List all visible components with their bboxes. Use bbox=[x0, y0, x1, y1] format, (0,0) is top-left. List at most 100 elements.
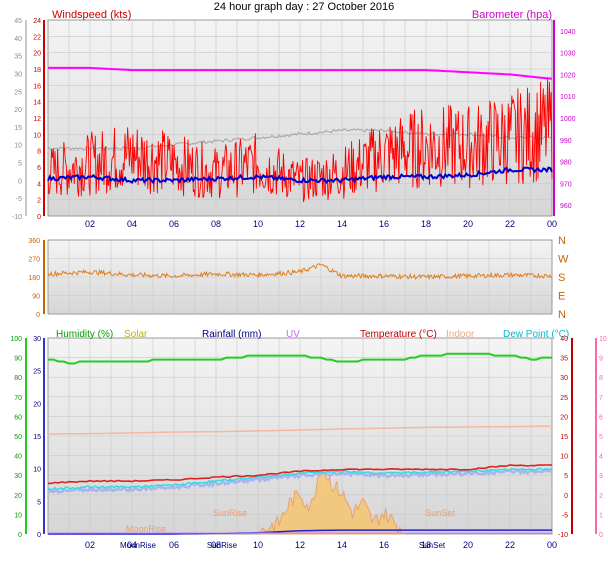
inner-y-tick: 8 bbox=[37, 149, 41, 156]
temperature-y-tick: 30 bbox=[560, 375, 568, 382]
x-tick-label: 04 bbox=[127, 219, 137, 229]
temperature-y-tick: -5 bbox=[562, 512, 568, 519]
compass-label: W bbox=[558, 254, 569, 266]
sun-moon-annotation: SunRise bbox=[213, 508, 247, 518]
x-tick-label: 16 bbox=[379, 219, 389, 229]
windspeed-label: Windspeed (kts) bbox=[52, 9, 131, 21]
dewpoint-blue-line bbox=[47, 166, 553, 185]
humidity-y-tick: 100 bbox=[10, 336, 22, 343]
outer-y-tick: 40 bbox=[14, 36, 22, 43]
uv-y-tick: 5 bbox=[599, 434, 603, 441]
x-tick-label: 20 bbox=[463, 540, 473, 550]
inner-y-tick: 2 bbox=[37, 198, 41, 205]
x-tick-label: 22 bbox=[505, 219, 515, 229]
rainfall-y-tick: 25 bbox=[33, 369, 41, 376]
inner-y-tick: 0 bbox=[37, 214, 41, 221]
outer-y-tick: 45 bbox=[14, 18, 22, 25]
uv-y-tick: 9 bbox=[599, 356, 603, 363]
barometer-label: Barometer (hpa) bbox=[472, 9, 552, 21]
panel-humidity: Humidity (%) Solar Rainfall (mm) UV Temperat… bbox=[10, 329, 607, 550]
x-tick-label: 04 bbox=[127, 540, 137, 550]
outer-y-tick: 30 bbox=[14, 71, 22, 78]
baro-y-tick: 1040 bbox=[560, 29, 576, 36]
bottom-marker: SunSet bbox=[419, 541, 446, 550]
barometer-line bbox=[48, 66, 553, 80]
x-tick-label: 02 bbox=[85, 219, 95, 229]
uv-y-tick: 10 bbox=[599, 336, 607, 343]
compass-label: E bbox=[558, 291, 565, 303]
uv-y-tick: 0 bbox=[599, 532, 603, 539]
inner-y-tick: 14 bbox=[33, 100, 41, 107]
bottom-marker: SunRise bbox=[207, 541, 238, 550]
uv-y-tick: 1 bbox=[599, 512, 603, 519]
temperature-y-tick: 15 bbox=[560, 434, 568, 441]
temperature-y-tick: 5 bbox=[564, 473, 568, 480]
uv-label: UV bbox=[286, 329, 300, 340]
x-tick-label: 20 bbox=[463, 219, 473, 229]
direction-y-tick: 360 bbox=[28, 238, 40, 245]
panel-wind: Windspeed (kts) Barometer (hpa)-10-505101… bbox=[12, 9, 576, 229]
x-tick-label: 18 bbox=[421, 540, 431, 550]
compass-label: S bbox=[558, 272, 565, 284]
baro-y-tick: 990 bbox=[560, 138, 572, 145]
inner-y-tick: 6 bbox=[37, 165, 41, 172]
outer-y-tick: -5 bbox=[16, 196, 22, 203]
outer-y-tick: -10 bbox=[12, 214, 22, 221]
humidity-y-tick: 0 bbox=[18, 532, 22, 539]
outer-y-tick: 35 bbox=[14, 54, 22, 61]
page-title: 24 hour graph day : 27 October 2016 bbox=[213, 1, 395, 13]
rainfall-y-tick: 20 bbox=[33, 401, 41, 408]
x-tick-label: 10 bbox=[253, 540, 263, 550]
x-tick-label: 16 bbox=[379, 540, 389, 550]
x-tick-label: 02 bbox=[85, 540, 95, 550]
humidity-y-tick: 60 bbox=[14, 414, 22, 421]
humidity-y-tick: 20 bbox=[14, 493, 22, 500]
humidity-y-tick: 80 bbox=[14, 375, 22, 382]
wind-direction-line bbox=[47, 263, 553, 281]
inner-y-tick: 20 bbox=[33, 51, 41, 58]
outer-y-tick: 10 bbox=[14, 143, 22, 150]
outer-y-tick: 15 bbox=[14, 125, 22, 132]
rainfall-label: Rainfall (mm) bbox=[202, 329, 261, 340]
x-tick-label: 14 bbox=[337, 219, 347, 229]
baro-y-tick: 970 bbox=[560, 181, 572, 188]
rainfall-line bbox=[48, 529, 552, 535]
x-tick-label: 06 bbox=[169, 540, 179, 550]
uv-y-tick: 4 bbox=[599, 454, 603, 461]
baro-y-tick: 960 bbox=[560, 203, 572, 210]
rainfall-y-tick: 10 bbox=[33, 467, 41, 474]
windspeed-line bbox=[47, 78, 553, 202]
dewpoint-label: Dew Point (°C) bbox=[503, 329, 569, 340]
baro-y-tick: 980 bbox=[560, 160, 572, 167]
humidity-y-tick: 30 bbox=[14, 473, 22, 480]
rainfall-y-tick: 0 bbox=[37, 532, 41, 539]
x-tick-label: 12 bbox=[295, 219, 305, 229]
uv-y-tick: 8 bbox=[599, 375, 603, 382]
compass-label: N bbox=[558, 309, 566, 321]
x-tick-label: 10 bbox=[253, 219, 263, 229]
baro-y-tick: 1010 bbox=[560, 94, 576, 101]
solar-area bbox=[257, 469, 405, 536]
outer-y-tick: 0 bbox=[18, 178, 22, 185]
series-grey-line bbox=[47, 128, 553, 151]
inner-y-tick: 12 bbox=[33, 116, 41, 123]
indoor-label: Indoor bbox=[446, 329, 475, 340]
uv-y-tick: 3 bbox=[599, 473, 603, 480]
bottom-marker: MoonRise bbox=[120, 541, 157, 550]
temperature-y-tick: -10 bbox=[558, 532, 568, 539]
sun-moon-annotation: SunSet bbox=[425, 508, 455, 518]
x-tick-label: 00 bbox=[547, 540, 557, 550]
humidity-y-tick: 40 bbox=[14, 454, 22, 461]
baro-y-tick: 1030 bbox=[560, 51, 576, 58]
inner-y-tick: 10 bbox=[33, 132, 41, 139]
outer-y-tick: 20 bbox=[14, 107, 22, 114]
rainfall-y-tick: 30 bbox=[33, 336, 41, 343]
x-tick-label: 06 bbox=[169, 219, 179, 229]
uv-y-tick: 2 bbox=[599, 493, 603, 500]
humidity-y-tick: 70 bbox=[14, 395, 22, 402]
x-tick-label: 08 bbox=[211, 219, 221, 229]
x-tick-label: 12 bbox=[295, 540, 305, 550]
inner-y-tick: 24 bbox=[33, 18, 41, 25]
inner-y-tick: 4 bbox=[37, 181, 41, 188]
